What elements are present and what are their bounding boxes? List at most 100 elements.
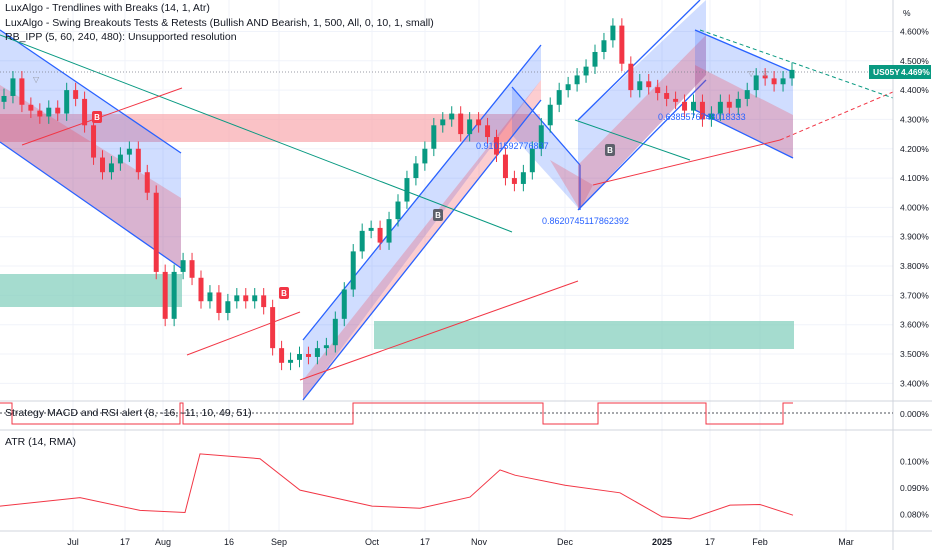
candle xyxy=(789,62,795,86)
candle xyxy=(744,82,750,107)
candle xyxy=(108,156,114,180)
candle xyxy=(449,106,455,127)
candle xyxy=(610,18,616,48)
price-tick-label: 3.700% xyxy=(900,290,929,300)
candle xyxy=(297,346,302,368)
candle xyxy=(708,106,714,127)
candle xyxy=(153,185,159,280)
candle xyxy=(10,71,16,104)
candle xyxy=(413,156,419,186)
candle xyxy=(699,94,705,127)
candle xyxy=(350,244,356,297)
candle xyxy=(82,91,88,133)
candle xyxy=(771,71,777,92)
time-tick-label: Aug xyxy=(155,537,171,547)
candle xyxy=(28,97,34,118)
atr-axis[interactable]: 0.100% 0.090% 0.080% xyxy=(900,456,929,519)
indicator-label-swing[interactable]: LuxAlgo - Swing Breakouts Tests & Retest… xyxy=(5,17,434,29)
candle xyxy=(476,112,482,133)
candle xyxy=(592,44,598,74)
candle xyxy=(682,94,688,118)
price-tick-label: 4.100% xyxy=(900,173,929,183)
time-tick-label: Sep xyxy=(271,537,287,547)
atr-tick-label: 0.100% xyxy=(900,456,929,466)
candle xyxy=(198,270,204,309)
time-tick-label: Oct xyxy=(365,537,380,547)
channel-1 xyxy=(0,29,182,269)
breakout-marker-1[interactable]: B xyxy=(92,111,102,123)
atr-tick-label: 0.090% xyxy=(900,483,929,493)
indicator-label-strategy[interactable]: Strategy MACD and RSI alert (8, -16, -11… xyxy=(5,407,252,419)
candle xyxy=(529,141,535,180)
candle xyxy=(619,18,625,72)
candle xyxy=(440,112,446,133)
atr-line xyxy=(0,453,794,520)
candle xyxy=(538,117,544,157)
time-axis[interactable]: Jul 17 Aug 16 Sep Oct 17 Nov Dec 2025 17 Feb Mar xyxy=(67,537,854,547)
breakout-marker-2[interactable]: B xyxy=(279,287,289,299)
price-axis-unit: % xyxy=(903,8,911,18)
candle xyxy=(341,282,347,327)
candle xyxy=(225,293,231,321)
candle xyxy=(55,100,61,121)
candle xyxy=(556,82,562,113)
candle xyxy=(332,311,338,353)
candle xyxy=(91,117,97,165)
time-tick-label: 17 xyxy=(705,537,715,547)
candle xyxy=(637,73,643,98)
candle xyxy=(422,141,428,171)
candle xyxy=(664,85,670,107)
price-tick-label: 3.400% xyxy=(900,378,929,388)
candle xyxy=(467,112,473,142)
candle xyxy=(386,211,392,250)
candle xyxy=(735,91,741,116)
time-tick-label: Mar xyxy=(838,537,854,547)
time-tick-label: Jul xyxy=(67,537,79,547)
indicator-label-trendlines[interactable]: LuxAlgo - Trendlines with Breaks (14, 1,… xyxy=(5,2,210,14)
breakout-marker-3[interactable]: B xyxy=(433,209,443,221)
candle xyxy=(726,94,732,116)
svg-text:▽: ▽ xyxy=(762,69,769,78)
vertical-gridlines xyxy=(72,0,847,531)
candle xyxy=(252,288,258,309)
channel-label-3: 0.6385576748018333 xyxy=(658,112,746,122)
svg-text:▽: ▽ xyxy=(748,69,755,78)
channel-3 xyxy=(511,86,593,210)
channel-label-2: 0.8620745117862392 xyxy=(542,216,629,226)
candle xyxy=(1,88,7,110)
time-tick-label: Dec xyxy=(557,537,574,547)
breakout-marker-text: B xyxy=(94,113,100,122)
candle xyxy=(395,194,401,227)
time-tick-label: 2025 xyxy=(652,537,672,547)
candle xyxy=(458,106,464,142)
breakout-marker-4[interactable]: B xyxy=(605,144,615,156)
candle xyxy=(494,129,499,162)
candle xyxy=(234,288,240,309)
atr-tick-label: 0.080% xyxy=(900,510,929,520)
price-candles xyxy=(1,18,795,371)
indicator-label-atr[interactable]: ATR (14, RMA) xyxy=(5,436,76,448)
candle xyxy=(565,76,571,98)
candle xyxy=(780,71,786,92)
candle xyxy=(655,79,661,101)
candle xyxy=(100,150,105,180)
channel-label-1: 0.9101592776837 xyxy=(476,141,549,151)
candle xyxy=(673,91,679,110)
candle xyxy=(368,220,374,239)
support-zone-1 xyxy=(0,274,182,307)
candle xyxy=(216,285,222,321)
candle xyxy=(162,264,168,327)
candle xyxy=(19,71,25,113)
indicator-label-ipp[interactable]: RB_IPP (5, 60, 240, 480): Unsupported re… xyxy=(5,31,237,43)
trendlines xyxy=(0,29,894,381)
candle xyxy=(691,94,696,118)
candle xyxy=(431,117,437,157)
price-tick-label: 3.600% xyxy=(900,320,929,330)
candle xyxy=(717,94,723,121)
strategy-signal-line xyxy=(0,402,793,425)
candle xyxy=(207,285,213,309)
candle xyxy=(117,147,123,171)
time-tick-label: Nov xyxy=(471,537,488,547)
price-axis[interactable]: 4.600% 4.500% 4.400% 4.300% 4.200% 4.100% 4.00… xyxy=(900,26,929,388)
